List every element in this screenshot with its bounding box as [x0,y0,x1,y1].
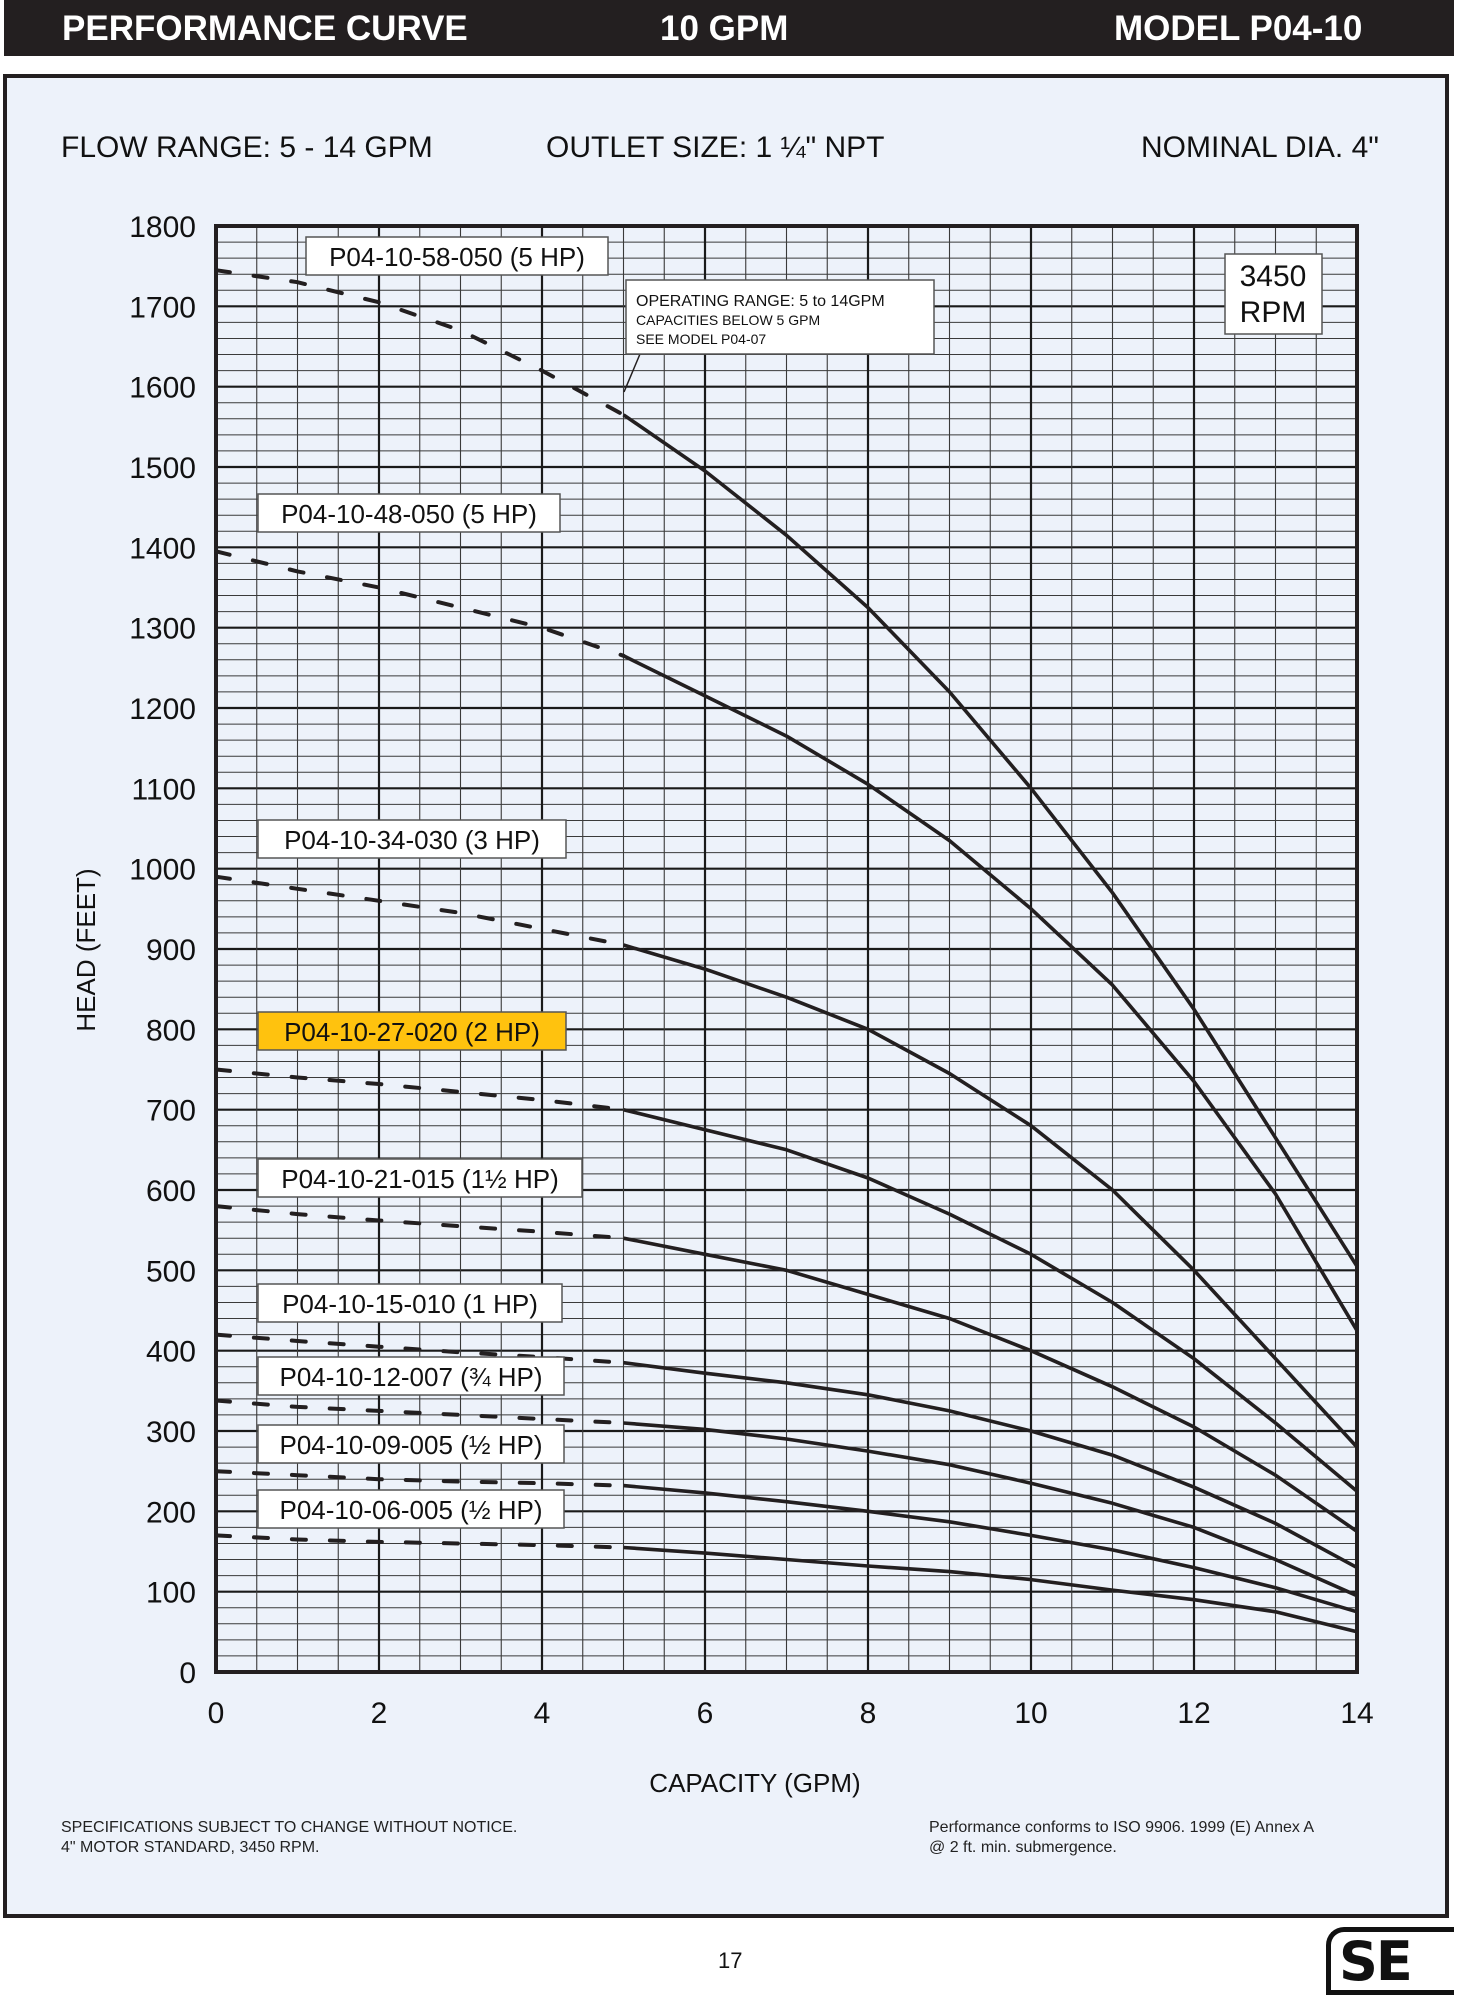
y-tick-label: 1100 [131,773,196,806]
y-tick-label: 0 [179,1657,196,1690]
x-tick-label: 2 [371,1697,388,1730]
header-model: MODEL P04-10 [1114,9,1363,48]
y-tick-label: 900 [146,934,196,967]
curve-solid [623,1360,1358,1570]
series-label: P04-10-09-005 (½ HP) [279,1430,542,1460]
y-tick-label: 1600 [129,372,196,405]
header-title: PERFORMANCE CURVE [62,9,468,48]
series-label: P04-10-48-050 (5 HP) [281,499,537,529]
y-tick-label: 1000 [129,854,196,887]
note-leader [623,353,641,393]
curve-dashed [214,1533,626,1550]
plot-border [214,224,1359,1674]
flow-range-label: FLOW RANGE: 5 - 14 GPM [61,131,433,164]
y-tick-label: 100 [146,1577,196,1610]
series-label: P04-10-06-005 (½ HP) [279,1495,542,1525]
footer-iso-note: Performance conforms to ISO 9906. 1999 (… [929,1819,1315,1836]
header-flow: 10 GPM [660,9,789,48]
y-tick-label: 700 [146,1095,196,1128]
series-label-box [257,1283,563,1323]
footer-left: SPECIFICATIONS SUBJECT TO CHANGE WITHOUT… [61,1818,517,1858]
curve-dashed [214,1469,626,1488]
x-axis-label: CAPACITY (GPM) [649,1768,860,1798]
y-tick-label: 200 [146,1496,196,1529]
operating-range-note: CAPACITIES BELOW 5 GPM [636,312,820,328]
y-tick-label: 1800 [129,211,196,244]
curve-solid [623,1483,1358,1614]
curve-solid [623,1545,1358,1634]
y-tick-label: 600 [146,1175,196,1208]
rpm-value: 3450 [1240,260,1307,293]
y-tick-label: 500 [146,1255,196,1288]
page-number: 17 [718,1948,743,1973]
series-label-box [305,236,609,276]
footer-right: Performance conforms to ISO 9906. 1999 (… [929,1818,1314,1858]
nominal-dia-label: NOMINAL DIA. 4" [1141,131,1379,164]
x-tick-label: 14 [1340,1697,1373,1730]
y-tick-label: 1400 [129,532,196,565]
curve-dashed [214,1204,626,1241]
rpm-unit: RPM [1240,296,1307,329]
x-tick-label: 10 [1014,1697,1047,1730]
y-tick-label: 1700 [129,291,196,324]
series-label: P04-10-58-050 (5 HP) [329,242,585,272]
curve-solid [622,654,1359,1332]
x-tick-label: 0 [208,1697,225,1730]
curve-dashed [214,1067,626,1112]
x-tick-label: 6 [697,1697,714,1730]
curve-dashed [214,549,626,658]
y-tick-label: 1200 [129,693,196,726]
sei-logo: SE [1326,1927,1454,1995]
series-label-box [257,1424,565,1464]
series-label-box [257,493,561,533]
outlet-size-label: OUTLET SIZE: 1 ¼" NPT [546,131,885,164]
series-label-box [257,1356,565,1396]
operating-range-box [625,279,935,355]
curve-solid [623,1421,1358,1598]
series-label-box [257,1489,565,1529]
y-tick-label: 300 [146,1416,196,1449]
series-label: P04-10-21-015 (1½ HP) [281,1164,558,1194]
x-tick-label: 8 [860,1697,877,1730]
footer-spec-note: SPECIFICATIONS SUBJECT TO CHANGE WITHOUT… [61,1819,518,1836]
curve-solid [623,1236,1359,1533]
series-label: P04-10-12-007 (¾ HP) [279,1362,542,1392]
curve-solid [622,943,1359,1449]
x-tick-label: 4 [534,1697,551,1730]
series-label: P04-10-27-020 (2 HP) [284,1017,540,1047]
footer-submergence-note: @ 2 ft. min. submergence. [929,1839,1117,1856]
rpm-box [1224,253,1323,335]
y-tick-label: 1300 [129,613,196,646]
operating-range-note: OPERATING RANGE: 5 to 14GPM [636,293,885,310]
operating-range-note: SEE MODEL P04-07 [636,331,766,347]
curve-dashed [214,1398,626,1425]
series-label: P04-10-34-030 (3 HP) [284,825,540,855]
series-label: P04-10-15-010 (1 HP) [282,1289,538,1319]
series-label-box [257,1158,583,1198]
series-label-box [257,1011,567,1051]
series-label-box [257,819,567,859]
curve-solid [623,1107,1359,1493]
y-axis-label: HEAD (FEET) [71,868,101,1031]
footer-motor-note: 4" MOTOR STANDARD, 3450 RPM. [61,1839,320,1856]
y-tick-label: 1500 [129,452,196,485]
header-bar: PERFORMANCE CURVE 10 GPM MODEL P04-10 [4,0,1454,56]
curve-dashed [214,874,626,947]
x-tick-label: 12 [1177,1697,1210,1730]
y-tick-label: 800 [146,1014,196,1047]
curve-solid [622,413,1359,1268]
y-tick-label: 400 [146,1336,196,1369]
performance-chart: 0100200300400500600700800900100011001200… [71,211,1374,1798]
